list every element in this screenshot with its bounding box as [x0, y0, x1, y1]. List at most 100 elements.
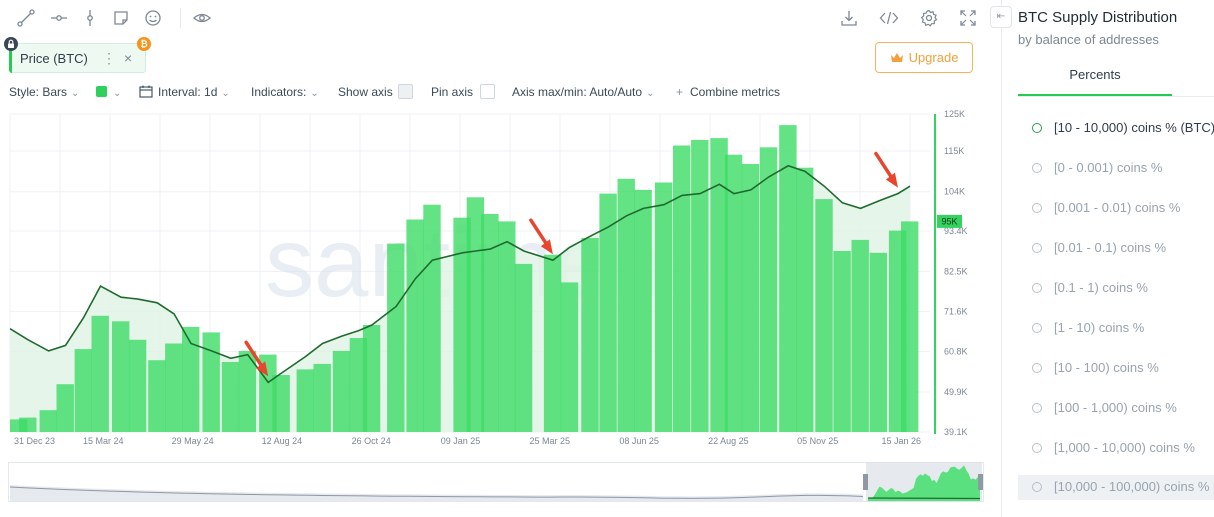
chevron-down-icon: ⌄: [113, 88, 122, 99]
eye-icon[interactable]: [193, 9, 211, 27]
metric-color-bar: [9, 43, 12, 73]
more-options-icon[interactable]: ⋮: [102, 50, 116, 66]
y-tick-label: 49.9K: [944, 387, 968, 397]
price-bar: [406, 219, 424, 432]
price-bar: [165, 343, 183, 432]
price-bar: [128, 339, 147, 432]
current-price-label: 95K: [941, 216, 957, 226]
y-tick-label: 60.8K: [944, 347, 968, 357]
price-bar: [259, 354, 277, 432]
radio-icon: [1032, 443, 1042, 453]
color-swatch[interactable]: [96, 86, 107, 97]
navigator-left-handle[interactable]: [863, 474, 868, 490]
navigator-right-handle[interactable]: [978, 474, 983, 490]
style-label: Style: Bars: [9, 85, 68, 99]
calendar-icon: [139, 85, 153, 98]
price-bar: [724, 154, 743, 432]
list-item-label: [10 - 100) coins %: [1054, 360, 1159, 375]
toolbar-separator: [180, 8, 181, 28]
x-tick-label: 08 Jun 25: [619, 436, 659, 446]
list-item[interactable]: [0.1 - 1) coins %: [1018, 276, 1214, 300]
list-item-label: [1 - 10) coins %: [1054, 320, 1145, 335]
price-bar: [498, 221, 516, 432]
radio-icon: [1032, 243, 1042, 253]
panel-divider: [1018, 96, 1214, 97]
radio-icon: [1032, 482, 1042, 492]
settings-gear-icon[interactable]: [920, 9, 938, 27]
price-bar: [617, 178, 635, 432]
upgrade-button[interactable]: Upgrade: [875, 42, 973, 73]
color-select-chevron[interactable]: ⌄: [109, 85, 121, 99]
lock-icon: [4, 37, 18, 51]
list-item[interactable]: [1,000 - 10,000) coins %: [1018, 436, 1214, 460]
price-bar: [634, 189, 652, 432]
price-bar: [112, 321, 130, 432]
list-item[interactable]: [0.001 - 0.01) coins %: [1018, 196, 1214, 220]
y-tick-label: 82.5K: [944, 266, 968, 276]
indicators-select[interactable]: Indicators: ⌄: [251, 85, 319, 99]
radio-icon: [1032, 323, 1042, 333]
price-bar: [779, 125, 797, 432]
price-bar: [741, 164, 760, 432]
price-bar: [759, 147, 778, 433]
show-axis-checkbox[interactable]: [398, 84, 413, 99]
list-item-label: [100 - 1,000) coins %: [1054, 400, 1177, 415]
price-bars: [10, 125, 919, 433]
radio-selected-icon: [1032, 123, 1042, 133]
x-tick-label: 31 Dec 23: [14, 436, 55, 446]
collapse-panel-icon[interactable]: ⇤: [990, 6, 1012, 28]
y-tick-label: 39.1K: [944, 427, 968, 437]
fullscreen-icon[interactable]: [959, 9, 977, 27]
list-item[interactable]: [0.01 - 0.1) coins %: [1018, 236, 1214, 260]
price-bar: [56, 384, 74, 432]
x-tick-label: 29 May 24: [172, 436, 214, 446]
price-bar: [362, 325, 381, 432]
price-bar: [466, 197, 485, 432]
list-item[interactable]: [10,000 - 100,000) coins %: [1018, 475, 1214, 500]
chevron-down-icon: ⌄: [71, 88, 80, 99]
arrow-shaft: [244, 340, 265, 371]
plus-icon: +: [676, 85, 684, 99]
combine-metrics-button[interactable]: + Combine metrics: [676, 85, 780, 99]
x-tick-label: 15 Jan 26: [881, 436, 921, 446]
price-bar: [387, 243, 405, 432]
show-axis-label: Show axis: [338, 85, 393, 99]
list-item[interactable]: [10 - 10,000) coins % (BTC): [1018, 116, 1214, 140]
axis-maxmin-select[interactable]: Axis max/min: Auto/Auto ⌄: [512, 85, 654, 99]
price-bar: [349, 338, 368, 432]
list-item-label: [0.01 - 0.1) coins %: [1054, 240, 1166, 255]
list-item[interactable]: [100 - 1,000) coins %: [1018, 396, 1214, 420]
price-bar: [423, 204, 441, 432]
price-bar: [833, 251, 851, 432]
x-tick-label: 12 Aug 24: [262, 436, 303, 446]
price-bar: [39, 410, 57, 432]
embed-code-icon[interactable]: [879, 9, 899, 27]
vertical-line-icon[interactable]: [81, 9, 99, 27]
style-select[interactable]: Style: Bars ⌄: [9, 85, 79, 99]
tab-percents[interactable]: Percents: [1018, 66, 1172, 96]
x-tick-label: 05 Nov 25: [797, 436, 838, 446]
list-item[interactable]: [1 - 10) coins %: [1018, 316, 1214, 340]
price-bar: [654, 182, 673, 432]
price-bar: [560, 282, 579, 432]
trend-line-icon[interactable]: [17, 9, 35, 27]
interval-select[interactable]: Interval: 1d ⌄: [139, 85, 230, 99]
price-bar: [599, 193, 617, 432]
list-item[interactable]: [0 - 0.001) coins %: [1018, 156, 1214, 180]
main-chart[interactable]: santiment 125K115K104K93.4K82.5K71.6K60.…: [0, 104, 990, 450]
horizontal-ray-icon[interactable]: [50, 9, 68, 27]
list-item[interactable]: [10 - 100) coins %: [1018, 356, 1214, 380]
y-tick-label: 125K: [944, 109, 965, 119]
list-item-label: [10,000 - 100,000) coins %: [1054, 479, 1210, 494]
navigator-area: [10, 485, 863, 501]
metric-chip-price-btc[interactable]: Price (BTC) ⋮ ×: [9, 43, 146, 73]
chevron-down-icon: ⌄: [310, 88, 319, 99]
price-bar: [19, 417, 37, 432]
close-icon[interactable]: ×: [124, 50, 133, 66]
sticky-note-icon[interactable]: [112, 9, 130, 27]
price-bar: [514, 263, 533, 432]
navigator-chart[interactable]: [8, 462, 984, 502]
download-icon[interactable]: [840, 9, 858, 27]
pin-axis-checkbox[interactable]: [480, 84, 495, 99]
emoji-icon[interactable]: [144, 9, 162, 27]
